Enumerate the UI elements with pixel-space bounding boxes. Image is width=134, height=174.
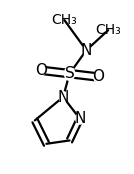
Circle shape [76,113,84,124]
Text: N: N [57,89,69,105]
Text: N: N [81,43,92,58]
Circle shape [37,65,45,76]
Circle shape [59,92,67,102]
Circle shape [82,45,90,56]
Text: S: S [65,66,75,81]
Text: CH₃: CH₃ [52,13,77,27]
Circle shape [94,72,102,82]
Text: N: N [74,111,85,126]
Text: O: O [92,69,104,85]
Text: O: O [35,63,47,78]
Circle shape [64,67,75,80]
Text: CH₃: CH₃ [95,23,121,37]
